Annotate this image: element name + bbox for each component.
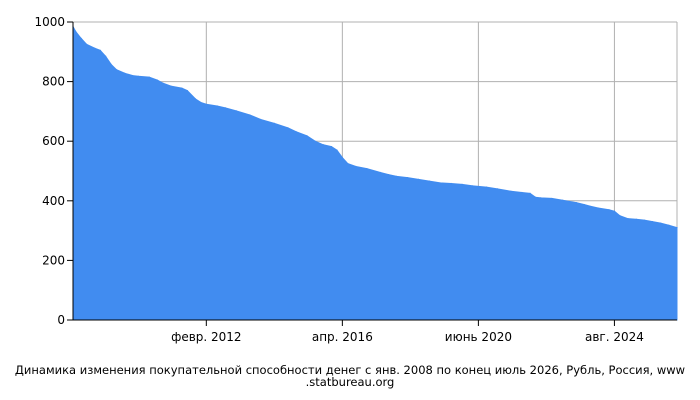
data-point <box>137 75 139 77</box>
data-point <box>156 79 158 81</box>
data-point <box>651 221 654 223</box>
data-point <box>347 162 349 165</box>
data-point <box>94 47 96 49</box>
data-point <box>355 165 357 168</box>
data-point <box>428 180 431 182</box>
data-point <box>643 219 645 221</box>
data-point <box>110 63 112 65</box>
data-point <box>260 118 262 121</box>
data-point <box>105 55 107 57</box>
data-point <box>439 182 441 184</box>
data-point <box>314 140 316 142</box>
data-point <box>589 205 591 207</box>
data-point <box>613 210 616 212</box>
data-point <box>86 43 88 45</box>
data-point <box>534 196 537 198</box>
data-point <box>540 197 542 199</box>
chart-caption: Динамика изменения покупательной способн… <box>14 363 686 389</box>
y-tick-label: 0 <box>57 313 65 327</box>
data-point <box>273 122 275 124</box>
data-point <box>583 204 586 206</box>
x-tick-label: авг. 2024 <box>585 330 644 344</box>
data-point <box>115 69 118 71</box>
data-point <box>496 188 499 190</box>
data-point <box>551 197 553 200</box>
data-point <box>660 222 662 224</box>
data-point <box>75 30 77 33</box>
area-series-0 <box>72 26 678 321</box>
data-point <box>676 227 678 229</box>
data-point <box>205 103 207 105</box>
data-point <box>627 218 629 220</box>
data-point <box>249 114 251 116</box>
data-point <box>461 183 463 186</box>
data-point <box>330 145 333 148</box>
data-point <box>200 101 202 104</box>
y-tick-label: 1000 <box>34 15 65 29</box>
data-point <box>668 224 670 226</box>
data-point <box>186 89 188 92</box>
y-axis-ticks: 0 200 400 600 800 1000 <box>34 15 73 327</box>
x-axis-ticks: февр. 2012 апр. 2016 июнь 2020 авг. 2024 <box>171 320 644 344</box>
axes <box>72 22 677 321</box>
y-tick-label: 800 <box>42 75 65 89</box>
data-point <box>485 186 488 188</box>
x-tick-label: июнь 2020 <box>445 330 512 344</box>
x-tick-label: февр. 2012 <box>171 330 242 344</box>
data-point <box>341 156 343 159</box>
data-point <box>235 110 237 112</box>
data-point <box>450 182 452 185</box>
data-point <box>521 191 523 194</box>
data-point <box>388 173 390 176</box>
data-point <box>80 37 82 39</box>
data-point <box>575 201 577 204</box>
data-point <box>181 87 183 89</box>
data-point <box>608 209 610 211</box>
data-point <box>306 135 308 137</box>
data-point <box>562 199 564 201</box>
data-point <box>295 131 297 133</box>
y-tick-label: 600 <box>42 134 65 148</box>
data-point <box>379 171 382 174</box>
data-point <box>99 49 101 51</box>
data-point <box>472 185 474 187</box>
data-point <box>619 215 621 217</box>
y-tick-label: 400 <box>42 194 65 208</box>
data-point <box>336 149 338 151</box>
data-point <box>148 76 150 78</box>
y-tick-label: 200 <box>42 253 65 267</box>
data-point <box>124 72 126 74</box>
data-point <box>216 105 218 107</box>
data-point <box>287 127 289 129</box>
x-tick-label: апр. 2016 <box>312 330 373 344</box>
data-point <box>396 175 398 177</box>
data-point <box>132 75 134 77</box>
data-point <box>366 168 368 170</box>
data-point <box>407 176 409 179</box>
data-point <box>510 190 512 192</box>
area-series <box>72 25 678 321</box>
data-point <box>529 192 531 194</box>
data-point <box>170 85 172 87</box>
data-point <box>597 207 599 209</box>
data-point <box>162 82 164 84</box>
data-point <box>417 178 420 180</box>
data-point <box>194 98 197 100</box>
data-point <box>635 218 637 220</box>
data-point <box>322 144 324 146</box>
data-point <box>224 107 226 109</box>
